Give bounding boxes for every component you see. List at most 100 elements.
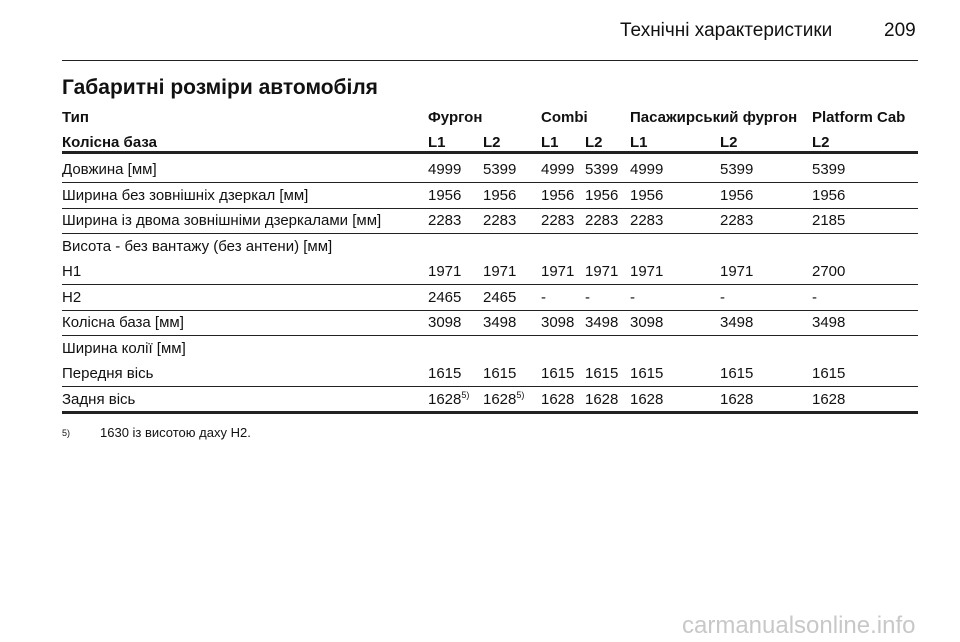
cell: - — [812, 288, 817, 306]
cell-value: 1628 — [428, 390, 462, 408]
cell: 16285) — [483, 389, 525, 409]
cell: 2465 — [483, 288, 517, 306]
header-cell: L1 — [630, 134, 648, 151]
page-number: 209 — [884, 20, 916, 41]
cell: - — [585, 288, 590, 306]
cell: 1956 — [428, 186, 462, 204]
header-cell: L2 — [720, 134, 738, 151]
header-cell: Combi — [541, 109, 588, 126]
rule — [62, 386, 918, 387]
cell: 1615 — [630, 365, 664, 382]
cell: 1628 — [630, 390, 664, 408]
cell: 1615 — [720, 365, 754, 382]
section-title: Габаритні розміри автомобіля — [62, 76, 378, 99]
watermark: carmanualsonline.info — [682, 612, 916, 639]
cell: 2465 — [428, 288, 462, 306]
row-label: Ширина із двома зовнішніми дзеркалами [м… — [62, 212, 382, 229]
header-cell: L1 — [428, 134, 446, 151]
cell: 1628 — [541, 390, 575, 408]
cell: 5399 — [812, 161, 846, 178]
footnote-text: 1630 із висотою даху H2. — [100, 425, 251, 440]
rule — [62, 284, 918, 285]
cell: 2700 — [812, 263, 846, 280]
rule — [62, 410, 918, 414]
row-label: H1 — [62, 263, 82, 280]
cell: 1628 — [812, 390, 846, 408]
cell: 1615 — [541, 365, 575, 382]
header-cell: L2 — [585, 134, 603, 151]
cell: 3498 — [812, 314, 846, 331]
rule — [62, 233, 918, 234]
cell: 1956 — [541, 186, 575, 204]
cell: 1971 — [428, 263, 462, 280]
cell: 1956 — [585, 186, 619, 204]
cell: 2283 — [483, 212, 517, 229]
cell: - — [720, 288, 725, 306]
rule — [62, 309, 918, 311]
cell: 4999 — [630, 161, 664, 178]
cell: - — [630, 288, 635, 306]
header-cell: Фургон — [428, 109, 483, 126]
cell: 2283 — [720, 212, 754, 229]
row-label: Висота - без вантажу (без антени) [мм] — [62, 237, 333, 255]
cell: 5399 — [720, 161, 754, 178]
cell: 2185 — [812, 212, 846, 229]
row-label: Задня вісь — [62, 390, 136, 408]
cell: 1615 — [812, 365, 846, 382]
rule — [62, 151, 918, 154]
cell: 5399 — [585, 161, 619, 178]
cell: 2283 — [585, 212, 619, 229]
cell: 1956 — [812, 186, 846, 204]
footnote-mark: 5) — [62, 428, 71, 438]
row-label: Ширина без зовнішніх дзеркал [мм] — [62, 186, 309, 204]
cell: 1956 — [720, 186, 754, 204]
cell: 4999 — [541, 161, 575, 178]
footnote-ref: 5) — [516, 389, 525, 400]
cell: 1971 — [585, 263, 619, 280]
header-cell: L2 — [483, 134, 501, 151]
cell: 2283 — [541, 212, 575, 229]
cell: 1971 — [541, 263, 575, 280]
cell: 3498 — [585, 314, 619, 331]
cell: 2283 — [630, 212, 664, 229]
rule — [62, 335, 918, 336]
cell: 3098 — [630, 314, 664, 331]
cell: 1971 — [720, 263, 754, 280]
row-label: Довжина [мм] — [62, 161, 157, 178]
cell-value: 1628 — [483, 390, 517, 408]
cell: 3498 — [483, 314, 517, 331]
running-header: Технічні характеристики — [620, 20, 833, 41]
cell: 1971 — [630, 263, 664, 280]
cell: 1615 — [585, 365, 619, 382]
cell: 1615 — [428, 365, 462, 382]
rule — [62, 182, 918, 183]
cell: 4999 — [428, 161, 462, 178]
header-cell: Platform Cab — [812, 109, 906, 126]
row-label: Передня вісь — [62, 365, 154, 382]
cell: 1971 — [483, 263, 517, 280]
header-cell: L1 — [541, 134, 559, 151]
cell: 16285) — [428, 389, 470, 409]
rule — [62, 207, 918, 209]
cell: 1628 — [720, 390, 754, 408]
row-label: Ширина колії [мм] — [62, 339, 186, 357]
header-cell: Тип — [62, 109, 89, 126]
cell: 3498 — [720, 314, 754, 331]
header-cell: Колісна база — [62, 134, 157, 151]
cell: - — [541, 288, 546, 306]
header-rule — [62, 60, 918, 61]
cell: 3098 — [541, 314, 575, 331]
cell: 3098 — [428, 314, 462, 331]
row-label: H2 — [62, 288, 82, 306]
cell: 1615 — [483, 365, 517, 382]
cell: 2283 — [428, 212, 462, 229]
cell: 5399 — [483, 161, 517, 178]
cell: 1956 — [483, 186, 517, 204]
cell: 1628 — [585, 390, 619, 408]
footnote-ref: 5) — [461, 389, 470, 400]
cell: 1956 — [630, 186, 664, 204]
header-cell: L2 — [812, 134, 830, 151]
row-label: Колісна база [мм] — [62, 314, 184, 331]
header-cell: Пасажирський фургон — [630, 109, 798, 126]
